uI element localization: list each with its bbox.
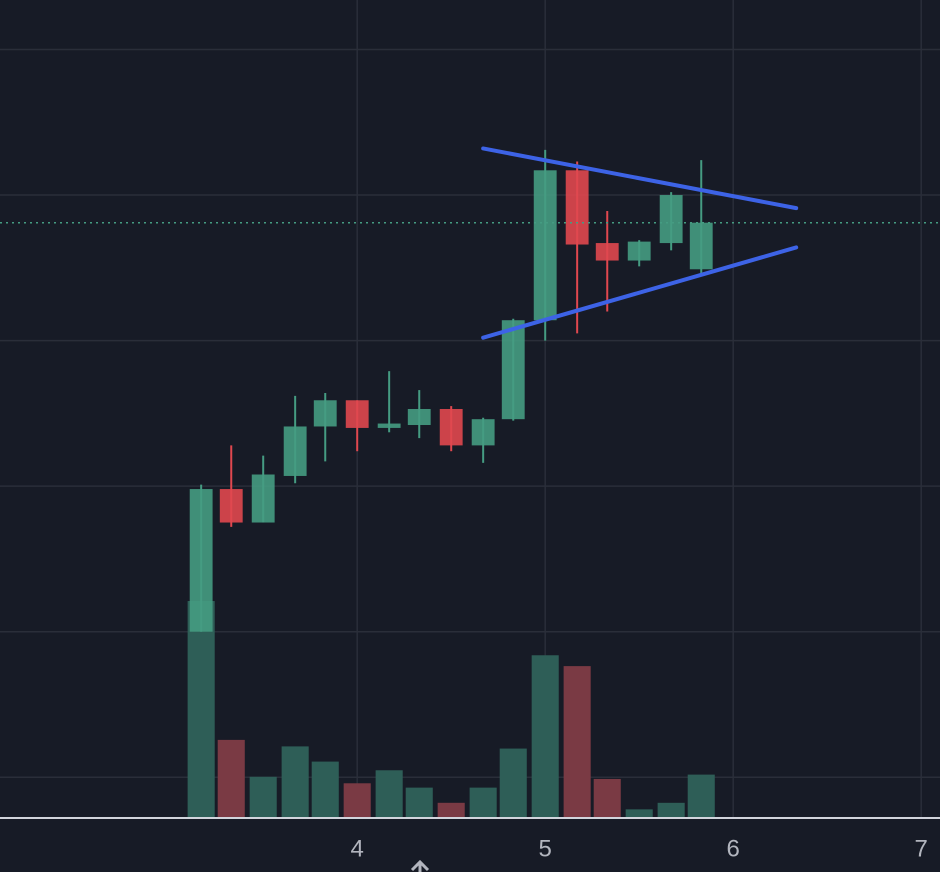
candle-body [627, 241, 651, 261]
scroll-icon[interactable] [410, 859, 430, 872]
candle-body [219, 489, 243, 523]
volume-bar [499, 748, 527, 818]
volume-bar [249, 776, 277, 818]
volume-bar [657, 802, 685, 818]
volume-bar [469, 787, 497, 818]
volume-bar [217, 739, 245, 818]
candle-body [659, 195, 683, 244]
candle-body [595, 243, 619, 261]
candle-body [407, 409, 431, 426]
candle-body [283, 426, 307, 476]
trend-line [481, 146, 799, 211]
volume-bar [687, 774, 715, 818]
candle-body [533, 170, 557, 321]
x-tick-label: 7 [915, 835, 928, 862]
volume-bar [625, 809, 653, 818]
volume-bar [281, 746, 309, 818]
candle-body [689, 222, 713, 270]
volume-bar [375, 770, 403, 818]
candle-body [565, 170, 589, 245]
volume-bar [343, 783, 371, 818]
volume-bar [593, 778, 621, 818]
x-axis: 4 5 6 7 [351, 835, 928, 862]
x-tick-label: 4 [351, 835, 364, 862]
volume-bar [405, 787, 433, 818]
volume-bar [437, 802, 465, 818]
grid [0, 0, 940, 818]
candle-layer [189, 149, 713, 632]
candle-body [501, 320, 525, 420]
volume-bar [531, 655, 559, 818]
candle-body [345, 400, 369, 428]
volume-bar [187, 601, 215, 818]
trend-line [481, 245, 799, 340]
x-tick-label: 5 [539, 835, 552, 862]
volume-bar [563, 666, 591, 818]
candle-body [471, 419, 495, 446]
candle-body [439, 409, 463, 446]
candle-body [251, 474, 275, 523]
x-tick-label: 6 [727, 835, 740, 862]
volume-bar [311, 761, 339, 818]
candle-body [189, 489, 213, 632]
volume-layer [187, 601, 715, 818]
candle-body [377, 423, 401, 428]
drawing-layer [0, 146, 940, 340]
candle-body [313, 400, 337, 427]
